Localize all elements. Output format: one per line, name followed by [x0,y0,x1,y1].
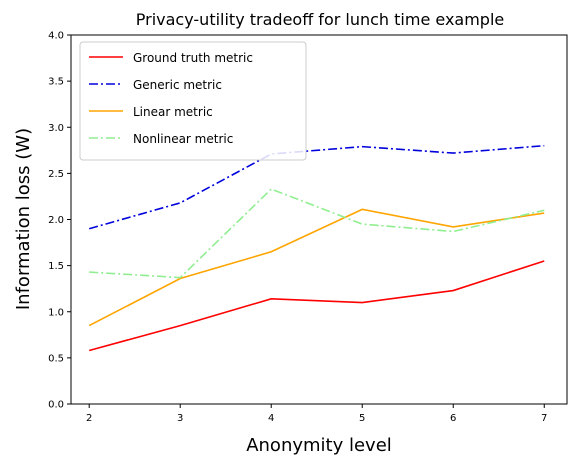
x-tick-label: 5 [359,413,365,424]
legend: Ground truth metric Generic metric Linear … [79,41,307,161]
y-tick-label: 1.5 [48,261,64,272]
y-axis-title: Information loss (W) [13,128,34,310]
series-line-linear-metric [88,208,545,327]
y-tick-label: 3.5 [48,77,64,88]
y-tick-label: 3.0 [48,123,64,134]
series-line-ground-truth-metric [88,260,545,352]
y-tick-label: 1.0 [48,307,64,318]
series-line-generic-metric [88,144,545,230]
y-tick-label: 0.5 [48,353,64,364]
x-tick-label: 3 [177,413,183,424]
x-tick-label: 4 [268,413,274,424]
legend-label: Nonlinear metric [133,132,233,146]
y-tick-label: 2.0 [48,215,64,226]
x-tick-label: 7 [541,413,547,424]
x-tick-label: 6 [450,413,456,424]
legend-label: Ground truth metric [133,51,253,65]
x-tick-label: 2 [86,413,92,424]
series-line-nonlinear-metric [89,188,545,279]
y-tick-label: 4.0 [48,31,64,42]
legend-box [79,41,307,161]
chart-title: Privacy-utility tradeoff for lunch time … [136,10,505,29]
x-axis-title: Anonymity level [246,435,392,456]
legend-label: Generic metric [133,78,222,92]
legend-label: Linear metric [133,105,213,119]
plot-area: 2 3 4 5 6 7 0.0 0.5 1.0 1.5 2.0 2.5 3.0 3.5 4.0 [48,31,568,424]
y-tick-label: 0.0 [48,400,64,411]
y-tick-label: 2.5 [48,169,64,180]
